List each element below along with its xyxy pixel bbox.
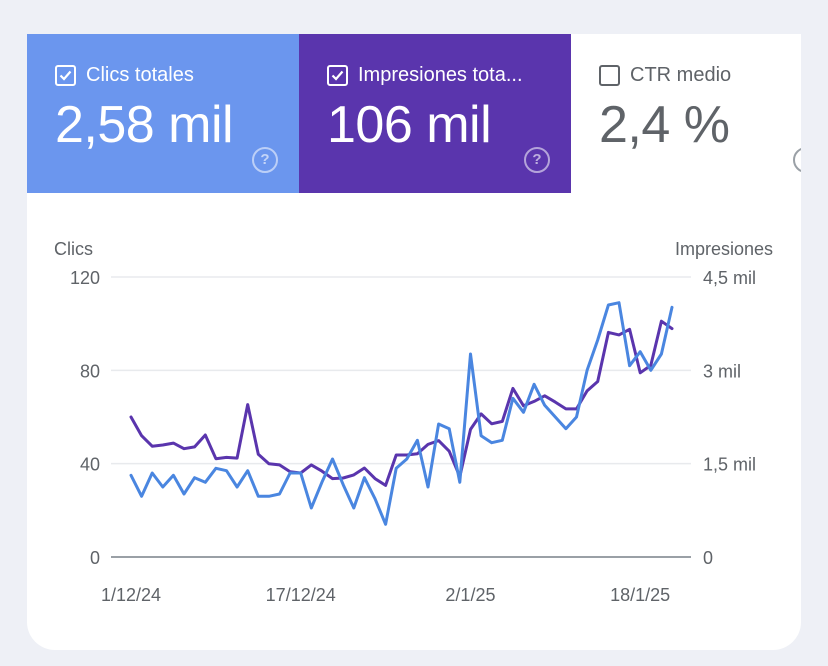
left-axis-title: Clics	[54, 239, 93, 259]
help-icon[interactable]: ?	[252, 147, 278, 173]
checkbox-checked-icon[interactable]	[55, 65, 76, 86]
help-icon[interactable]: ?	[524, 147, 550, 173]
right-tick-label: 3 mil	[703, 361, 741, 381]
performance-card: Clics totales 2,58 mil ? Impresiones tot…	[27, 34, 801, 650]
left-tick-label: 80	[80, 361, 100, 381]
metric-value: 106 mil	[327, 96, 492, 154]
x-tick-label: 1/12/24	[101, 585, 161, 605]
chart-series	[129, 301, 674, 526]
chart-axis-labels: Clics Impresiones 0 40 80 120 0 1,5 mil 3 mil 4,5…	[54, 239, 773, 605]
left-tick-label: 40	[80, 455, 100, 475]
x-tick-label: 18/1/25	[610, 585, 670, 605]
right-tick-label: 1,5 mil	[703, 455, 756, 475]
checkbox-unchecked-icon[interactable]	[599, 65, 620, 86]
metric-label: Clics totales	[86, 64, 194, 86]
metric-label: CTR medio	[630, 64, 732, 86]
checkbox-checked-icon[interactable]	[327, 65, 348, 86]
series-line-clicks	[129, 301, 674, 526]
metric-card-ctr[interactable]: CTR medio 2,4 % ?	[571, 34, 801, 193]
line-chart: Clics Impresiones 0 40 80 120 0 1,5 mil 3 mil 4,5…	[54, 239, 773, 605]
x-tick-label: 2/1/25	[445, 585, 495, 605]
left-tick-label: 120	[70, 268, 100, 288]
metric-card-impressions[interactable]: Impresiones tota... 106 mil ?	[299, 34, 571, 193]
metric-label: Impresiones tota...	[358, 64, 523, 86]
left-tick-label: 0	[90, 548, 100, 568]
metric-value: 2,58 mil	[55, 96, 234, 154]
right-tick-label: 4,5 mil	[703, 268, 756, 288]
right-tick-label: 0	[703, 548, 713, 568]
metric-card-clicks[interactable]: Clics totales 2,58 mil ?	[27, 34, 299, 193]
right-axis-title: Impresiones	[675, 239, 773, 259]
metric-value: 2,4 %	[599, 96, 730, 154]
series-line-impressions	[129, 319, 674, 487]
x-tick-label: 17/12/24	[266, 585, 336, 605]
